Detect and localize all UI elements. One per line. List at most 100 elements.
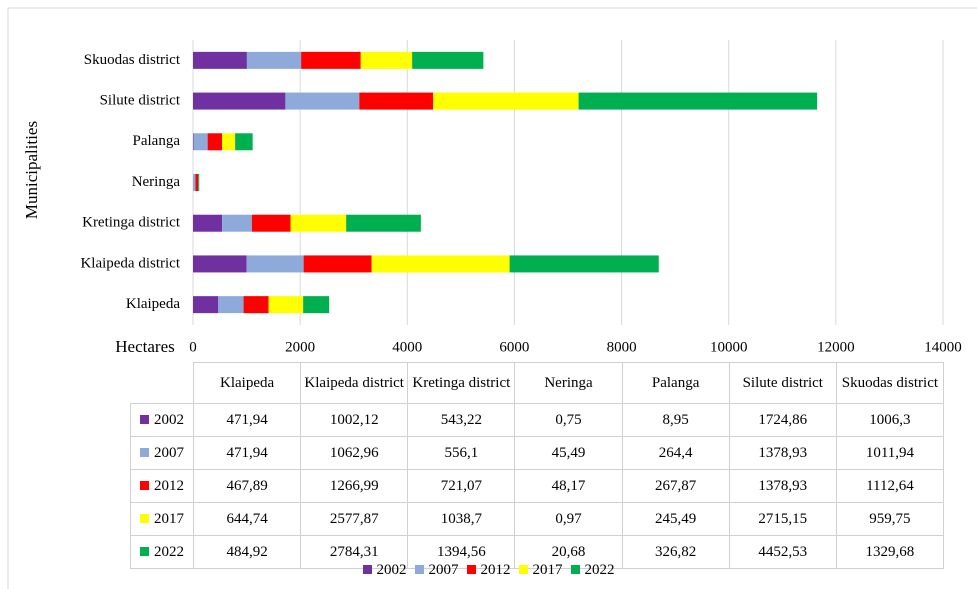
bar-segment: [509, 255, 659, 273]
table-header-cell: Klaipeda district: [300, 362, 409, 404]
legend-swatch: [466, 565, 476, 574]
table-cell: 2577,87: [300, 502, 409, 536]
legend-item: 2007: [414, 562, 459, 578]
table-series-name: 2002: [154, 411, 184, 428]
legend-item: 2017: [518, 562, 563, 578]
legend-item: 2012: [466, 562, 511, 578]
table-cell: 0,75: [514, 403, 623, 437]
table-series-name: 2007: [154, 444, 184, 461]
bar-segment: [251, 214, 291, 232]
table-cell: 1062,96: [300, 436, 409, 470]
table-cell: 543,22: [407, 403, 516, 437]
table-cell: 1329,68: [835, 535, 944, 569]
table-cell: 267,87: [621, 469, 730, 503]
legend-swatch: [140, 414, 149, 424]
table-cell: 959,75: [835, 502, 944, 536]
table-header-cell: Kretinga district: [407, 362, 516, 404]
legend-item: 2002: [362, 562, 407, 578]
table-header-row: Klaipeda Klaipeda district Kretinga distri…: [130, 362, 944, 404]
bar-segment: [360, 51, 413, 69]
legend-swatch: [570, 565, 580, 574]
table-cell: 1378,93: [728, 436, 837, 470]
bar-segment: [243, 296, 269, 314]
legend-swatch: [140, 480, 149, 490]
table-cell: 45,49: [514, 436, 623, 470]
bar-segment: [578, 92, 818, 110]
bar-segment: [218, 296, 244, 314]
bar-segment: [246, 255, 304, 273]
table-header-cell: Silute district: [728, 362, 837, 404]
data-table: Klaipeda Klaipeda district Kretinga distri…: [130, 362, 944, 569]
x-tick-label: 8000: [607, 339, 637, 355]
legend-swatch: [140, 447, 149, 457]
table-cell: 1266,99: [300, 469, 409, 503]
table-cell: 1724,86: [728, 403, 837, 437]
table-cell: 2715,15: [728, 502, 837, 536]
legend-label: 2017: [532, 562, 563, 578]
bar-segment: [193, 92, 286, 110]
x-tick-label: 2000: [285, 339, 315, 355]
table-cell: 1378,93: [728, 469, 837, 503]
bar-segment: [290, 214, 347, 232]
legend-label: 2022: [584, 562, 615, 578]
bar-segment: [301, 51, 361, 69]
table-cell: 1006,3: [835, 403, 944, 437]
table-cell: 721,07: [407, 469, 516, 503]
legend: 2002 2007 2012 2017 2022: [0, 562, 977, 579]
table-header-cell: Klaipeda: [192, 362, 302, 404]
y-tick-label: Silute district: [100, 93, 181, 109]
legend-swatch: [362, 565, 372, 574]
table-cell: 326,82: [621, 535, 730, 569]
x-tick-label: 6000: [499, 339, 529, 355]
legend-swatch: [140, 513, 149, 523]
table-series-name: 2022: [154, 543, 184, 560]
table-cell: 484,92: [192, 535, 302, 569]
table-cell: 1394,56: [407, 535, 516, 569]
bar-segment: [207, 133, 222, 151]
x-tick-label: 10000: [710, 339, 748, 355]
bar-segment: [193, 214, 223, 232]
table-series-cell: 2002: [130, 403, 194, 437]
table-cell: 1112,64: [835, 469, 944, 503]
y-tick-label: Kretinga district: [82, 215, 181, 231]
bar-segment: [412, 51, 484, 69]
y-tick-label: Neringa: [132, 174, 181, 190]
bar-segment: [359, 92, 434, 110]
bar-segment: [195, 174, 199, 191]
table-cell: 556,1: [407, 436, 516, 470]
bar-segment: [285, 92, 360, 110]
bar-segment: [235, 133, 253, 151]
table-row: 2017 644,74 2577,87 1038,7 0,97 245,49 2715,15…: [130, 502, 944, 536]
table-cell: 471,94: [192, 403, 302, 437]
table-row: 2022 484,92 2784,31 1394,56 20,68 326,82 4452,…: [130, 535, 944, 569]
y-axis-label: Municipalities: [22, 121, 41, 219]
bar-segment: [268, 296, 304, 314]
x-tick-label: 0: [189, 339, 197, 355]
table-cell: 264,4: [621, 436, 730, 470]
table-cell: 8,95: [621, 403, 730, 437]
legend-item: 2022: [570, 562, 615, 578]
table-row: 2007 471,94 1062,96 556,1 45,49 264,4 1378,93 1…: [130, 436, 944, 470]
table-row: 2012 467,89 1266,99 721,07 48,17 267,87 1378,9…: [130, 469, 944, 503]
bar-segment: [193, 133, 208, 151]
bar-segment: [371, 255, 510, 273]
y-tick-label: Palanga: [133, 133, 181, 149]
table-cell: 1011,94: [835, 436, 944, 470]
y-tick-label: Skuodas district: [84, 52, 181, 68]
table-cell: 1002,12: [300, 403, 409, 437]
x-tick-label: 4000: [392, 339, 422, 355]
bar-segment: [193, 296, 219, 314]
table-corner: [130, 362, 194, 404]
x-axis-label: Hectares: [115, 337, 174, 356]
bar-segment: [433, 92, 579, 110]
x-tick-label: 12000: [817, 339, 855, 355]
table-cell: 245,49: [621, 502, 730, 536]
frame: [7, 7, 977, 589]
bar-segment: [303, 296, 330, 314]
table-series-cell: 2012: [130, 469, 194, 503]
bar-segment: [193, 51, 247, 69]
table-header-cell: Palanga: [621, 362, 730, 404]
y-tick-label: Klaipeda: [126, 296, 180, 312]
legend-swatch: [140, 546, 149, 556]
